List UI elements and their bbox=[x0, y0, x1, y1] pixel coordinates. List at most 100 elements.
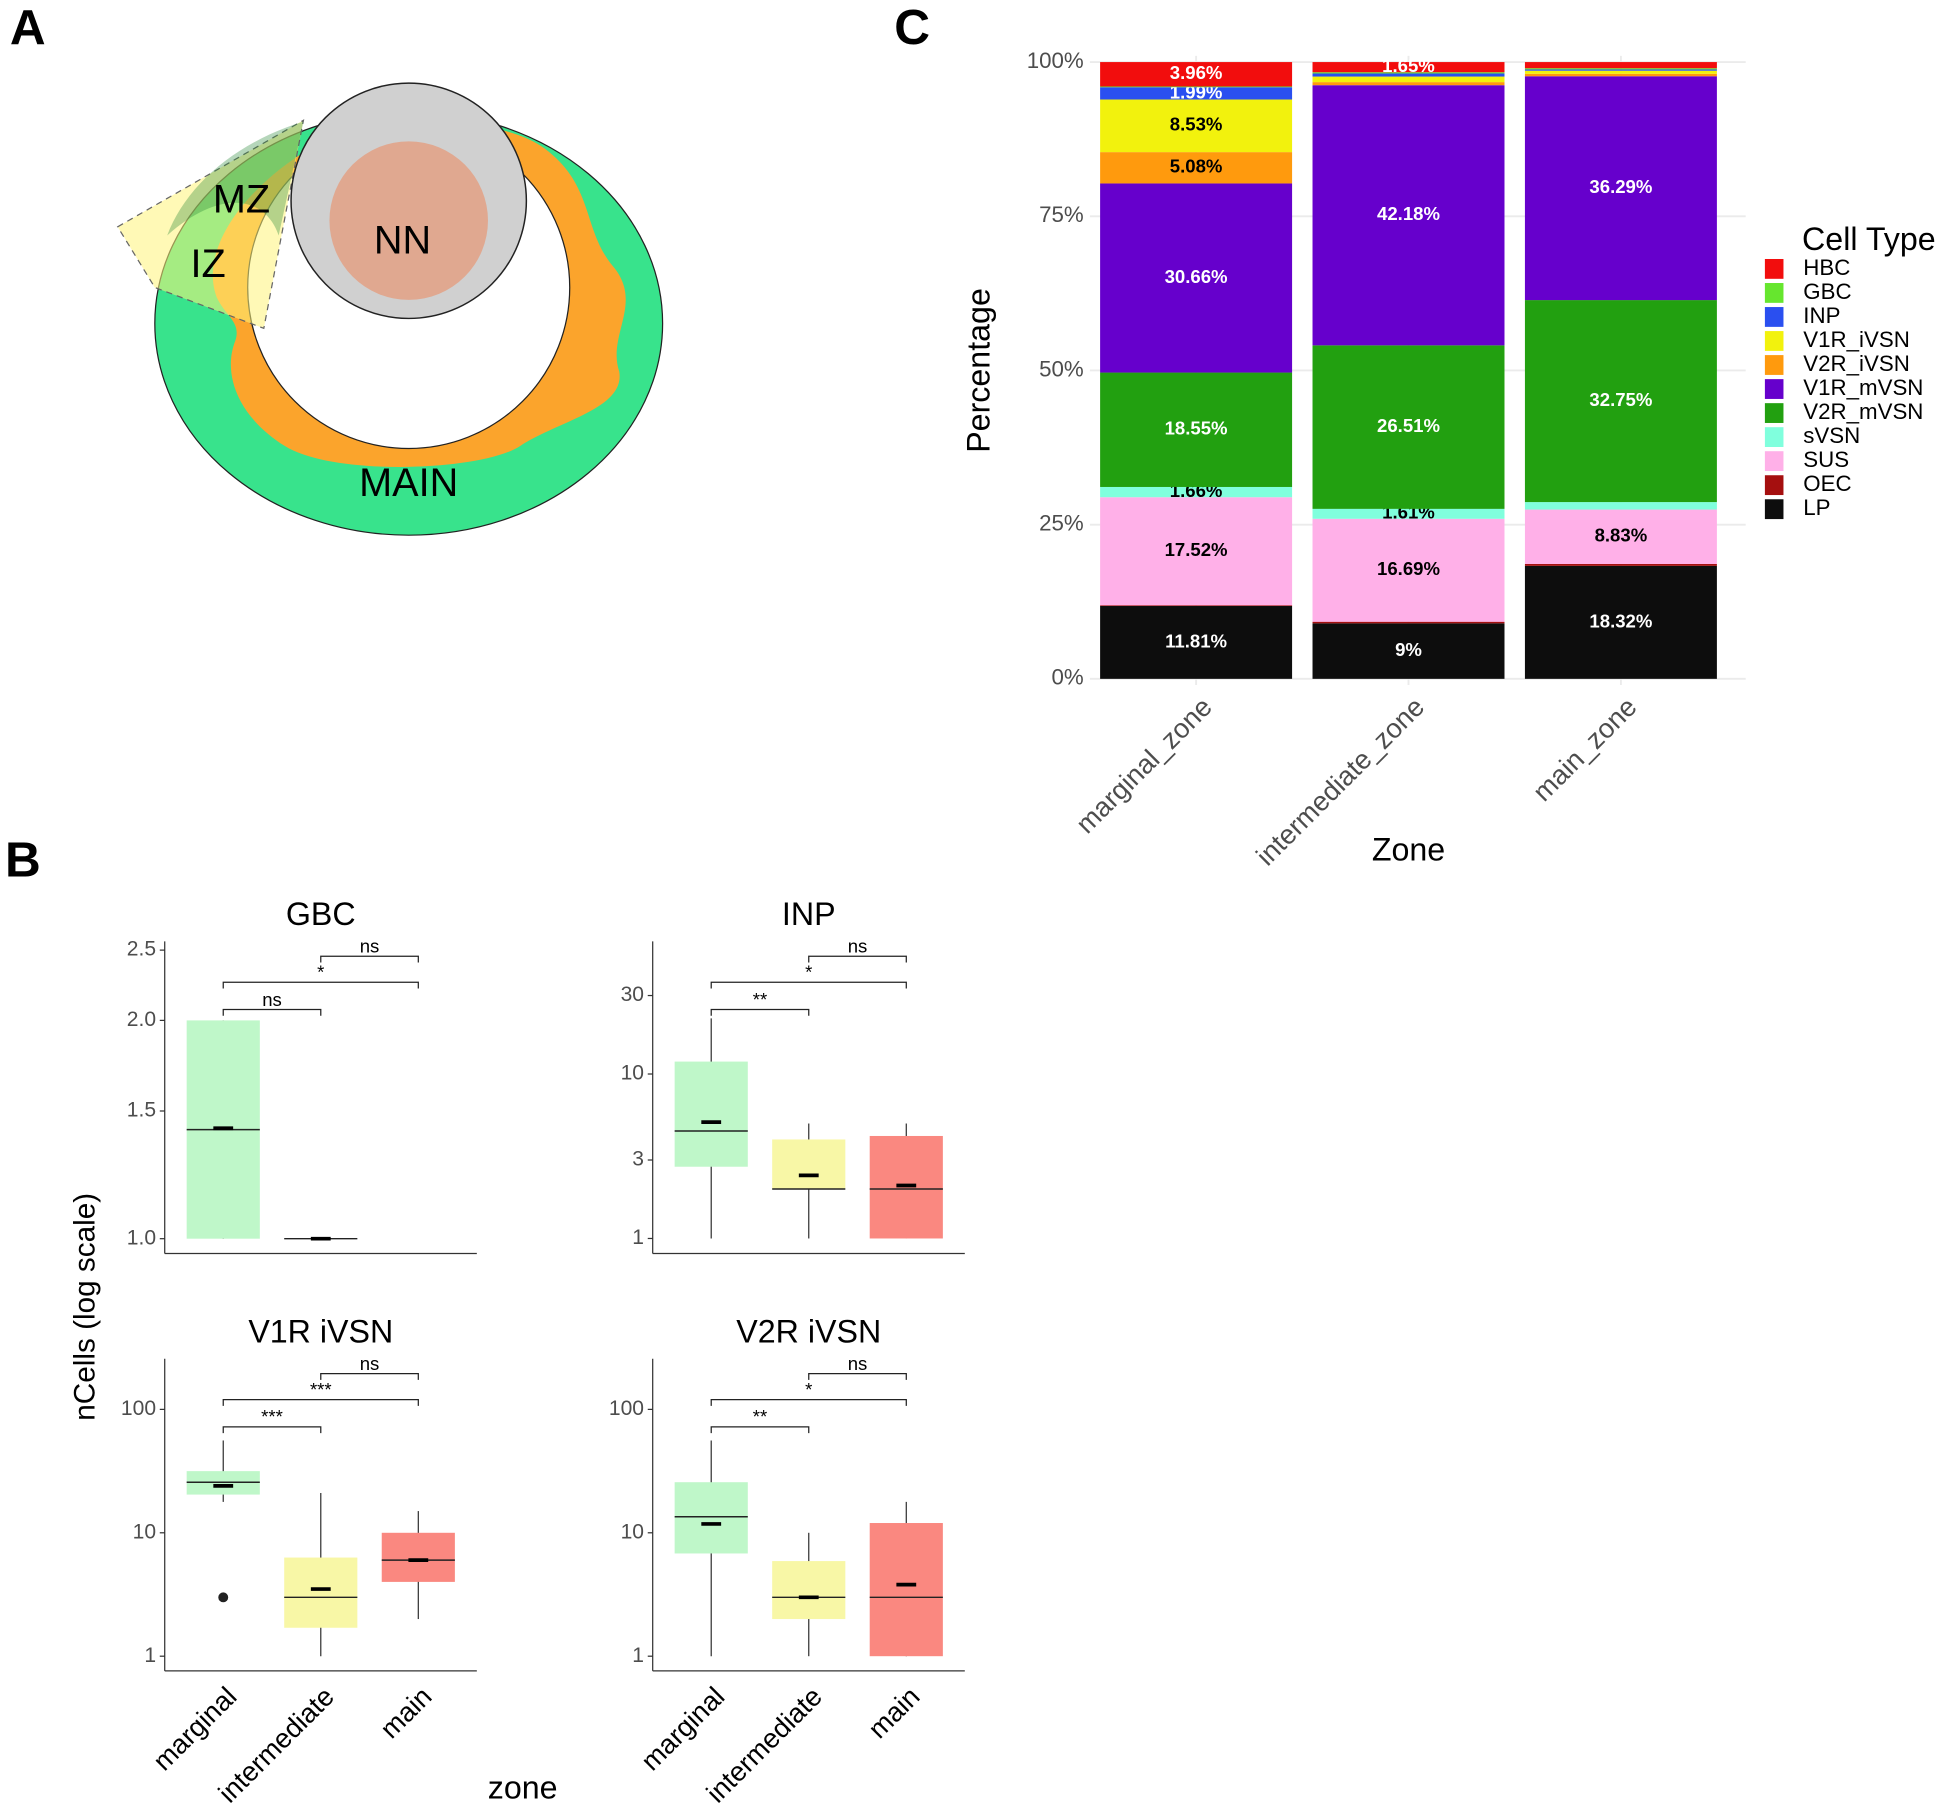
y-tick-label: 100 bbox=[609, 1397, 644, 1420]
value-label: 16.69% bbox=[1377, 558, 1440, 579]
bar-segment bbox=[1312, 72, 1505, 74]
value-label: 11.81% bbox=[1165, 630, 1227, 651]
legend-label: HBC bbox=[1803, 255, 1850, 280]
y-tick-label: 1.5 bbox=[127, 1099, 156, 1122]
legend-key bbox=[1764, 307, 1784, 327]
legend-label: SUS bbox=[1803, 447, 1849, 472]
significance-label: * bbox=[805, 1379, 812, 1400]
diagram-label: IZ bbox=[190, 242, 225, 286]
y-tick-label: 100% bbox=[1027, 48, 1084, 73]
legend-key bbox=[1764, 283, 1784, 303]
panel-letter: A bbox=[10, 0, 46, 55]
y-tick-label: 1.0 bbox=[127, 1226, 156, 1249]
panel-title: GBC bbox=[286, 896, 356, 932]
legend-key bbox=[1764, 499, 1784, 520]
y-tick-label: 1 bbox=[632, 1644, 644, 1667]
y-tick-label: 25% bbox=[1039, 511, 1084, 536]
box bbox=[772, 1139, 846, 1189]
legend-label: sVSN bbox=[1803, 423, 1860, 448]
bar-segment bbox=[1312, 518, 1505, 622]
significance-label: *** bbox=[261, 1406, 283, 1427]
diagram-label: MZ bbox=[213, 177, 270, 221]
bar-segment bbox=[1312, 62, 1505, 73]
significance-label: ns bbox=[848, 1353, 868, 1374]
bar-segment bbox=[1524, 70, 1717, 74]
significance-label: ** bbox=[753, 989, 767, 1010]
value-label: 42.18% bbox=[1377, 203, 1440, 224]
nn-inner bbox=[329, 141, 488, 300]
y-tick-label: 30 bbox=[621, 983, 644, 1006]
panel-title: INP bbox=[782, 896, 836, 932]
bar-segment bbox=[1100, 152, 1293, 184]
y-tick-label: 100 bbox=[121, 1397, 156, 1420]
significance-bracket bbox=[808, 955, 907, 963]
significance-bracket bbox=[320, 955, 419, 963]
legend-label: GBC bbox=[1803, 279, 1851, 304]
legend-label: LP bbox=[1803, 495, 1830, 520]
y-axis-label: Percentage bbox=[960, 288, 996, 453]
bar-segment bbox=[1524, 564, 1717, 566]
legend-key bbox=[1764, 355, 1784, 375]
significance-bracket bbox=[710, 1008, 810, 1016]
y-tick-label: 3 bbox=[632, 1148, 644, 1171]
legend-label: V1R_mVSN bbox=[1803, 375, 1923, 400]
significance-bracket bbox=[222, 1008, 322, 1016]
panel-letter: B bbox=[5, 832, 41, 887]
legend-label: V2R_iVSN bbox=[1803, 351, 1910, 376]
y-tick-label: 75% bbox=[1039, 202, 1084, 227]
bar-segment bbox=[1312, 85, 1505, 346]
legend-title: Cell Type bbox=[1802, 221, 1936, 257]
legend-key bbox=[1764, 475, 1784, 496]
x-axis-label: zone bbox=[488, 1769, 558, 1805]
bar-segment bbox=[1100, 99, 1293, 153]
significance-bracket bbox=[222, 1426, 322, 1434]
bar-segment bbox=[1100, 605, 1293, 607]
bar-segment bbox=[1312, 508, 1505, 519]
bar-segment bbox=[1312, 345, 1505, 509]
legend-key bbox=[1764, 451, 1784, 472]
significance-label: ** bbox=[753, 1406, 767, 1427]
significance-bracket bbox=[222, 981, 419, 989]
bar-segment bbox=[1524, 509, 1717, 565]
legend-label: V1R_iVSN bbox=[1803, 327, 1910, 352]
y-axis-label: nCells (log scale) bbox=[69, 1193, 102, 1421]
legend-key bbox=[1764, 379, 1784, 399]
panel-title: V1R iVSN bbox=[248, 1314, 393, 1350]
diagram-label: NN bbox=[374, 218, 431, 262]
legend-key bbox=[1764, 427, 1784, 447]
zone-diagram: MZ IZ NN MAIN bbox=[116, 82, 664, 536]
mz-region bbox=[167, 121, 304, 236]
bar-segment bbox=[1524, 502, 1717, 510]
y-tick-label: 10 bbox=[621, 1520, 644, 1543]
legend-label: OEC bbox=[1803, 471, 1851, 496]
bar-segment bbox=[1100, 87, 1293, 100]
value-label: 36.29% bbox=[1589, 176, 1652, 197]
box bbox=[674, 1061, 748, 1167]
value-label: 9% bbox=[1395, 639, 1422, 660]
panel-title: V2R iVSN bbox=[736, 1314, 881, 1350]
significance-label: ns bbox=[360, 936, 380, 957]
significance-bracket bbox=[808, 1373, 907, 1380]
bar-segment bbox=[1524, 69, 1717, 71]
bar-segment bbox=[1312, 621, 1505, 624]
significance-bracket bbox=[222, 1399, 419, 1406]
value-label: 18.55% bbox=[1165, 418, 1228, 439]
bar-segment bbox=[1524, 565, 1717, 679]
bar-segment bbox=[1312, 623, 1505, 679]
x-axis-label: Zone bbox=[1372, 832, 1445, 868]
wedge bbox=[116, 119, 305, 330]
value-label: 26.51% bbox=[1377, 415, 1440, 436]
bar-segment bbox=[1524, 62, 1717, 69]
significance-label: * bbox=[805, 962, 812, 983]
value-label: 5.08% bbox=[1170, 156, 1223, 177]
y-tick-label: 10 bbox=[621, 1062, 644, 1085]
bar-segment bbox=[1312, 82, 1505, 86]
bar-segment bbox=[1524, 300, 1717, 503]
box bbox=[381, 1532, 455, 1582]
bar-segment bbox=[1100, 372, 1293, 487]
bar-segment bbox=[1524, 73, 1717, 77]
y-tick-label: 2.5 bbox=[127, 938, 156, 961]
panel-letter: C bbox=[894, 0, 930, 55]
significance-label: ns bbox=[848, 936, 868, 957]
bar-segment bbox=[1100, 606, 1293, 679]
